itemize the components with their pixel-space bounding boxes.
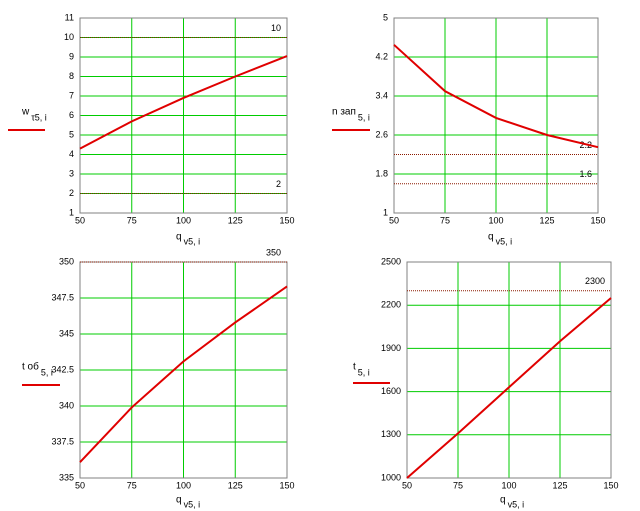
x-tick-label: 75 <box>453 480 463 490</box>
x-tick-label: 50 <box>389 215 399 225</box>
y-tick-label: 1000 <box>381 472 401 482</box>
plot-frame <box>406 261 612 479</box>
plot-frame <box>79 17 288 214</box>
y-tick-label: 5 <box>69 129 74 139</box>
data-line <box>406 297 612 479</box>
y-tick-label: 9 <box>69 51 74 61</box>
x-tick-label: 125 <box>228 215 243 225</box>
x-axis-label-sub: v5, i <box>184 236 201 246</box>
x-tick-label: 125 <box>539 215 554 225</box>
y-axis-label-sub: 5, i <box>358 112 370 122</box>
reference-label: 1.6 <box>579 169 592 179</box>
x-tick-label: 50 <box>75 480 85 490</box>
y-tick-label: 4.2 <box>375 51 388 61</box>
x-axis-label: q <box>176 495 182 506</box>
y-axis-label: t <box>353 362 356 373</box>
y-tick-label: 342.5 <box>51 364 74 374</box>
x-tick-label: 125 <box>552 480 567 490</box>
y-tick-label: 1.8 <box>375 168 388 178</box>
y-tick-label: 2200 <box>381 300 401 310</box>
plot-frame <box>79 261 288 479</box>
reference-label: 2300 <box>585 276 605 286</box>
x-tick-label: 150 <box>279 480 294 490</box>
y-tick-label: 3.4 <box>375 90 388 100</box>
plot-frame <box>393 17 599 214</box>
data-line <box>79 55 288 150</box>
x-axis-label: q <box>488 232 494 243</box>
data-line <box>393 44 599 149</box>
x-tick-label: 125 <box>228 480 243 490</box>
y-tick-label: 5 <box>383 12 388 22</box>
y-axis-label-sub: 5, i <box>358 367 370 377</box>
x-tick-label: 75 <box>127 480 137 490</box>
y-tick-label: 340 <box>59 400 74 410</box>
data-line <box>79 285 288 463</box>
x-tick-label: 75 <box>127 215 137 225</box>
x-axis-label-sub: v5, i <box>184 499 201 509</box>
x-tick-label: 100 <box>176 215 191 225</box>
reference-label: 2 <box>276 179 281 189</box>
y-tick-label: 1 <box>69 207 74 217</box>
y-tick-label: 3 <box>69 168 74 178</box>
x-tick-label: 150 <box>590 215 605 225</box>
y-tick-label: 350 <box>59 256 74 266</box>
x-tick-label: 50 <box>402 480 412 490</box>
x-axis-label: q <box>500 495 506 506</box>
y-tick-label: 7 <box>69 90 74 100</box>
y-tick-label: 10 <box>64 32 74 42</box>
reference-label: 10 <box>271 23 281 33</box>
x-axis-label: q <box>176 232 182 243</box>
x-axis-label-sub: v5, i <box>508 499 525 509</box>
y-tick-label: 1300 <box>381 429 401 439</box>
y-tick-label: 1900 <box>381 343 401 353</box>
y-tick-label: 335 <box>59 472 74 482</box>
y-tick-label: 337.5 <box>51 436 74 446</box>
y-axis-label-sub: τ5, i <box>31 112 47 122</box>
y-tick-label: 347.5 <box>51 292 74 302</box>
x-tick-label: 100 <box>501 480 516 490</box>
y-tick-label: 4 <box>69 149 74 159</box>
x-tick-label: 100 <box>176 480 191 490</box>
y-axis-label: w <box>21 107 30 118</box>
x-axis-label-sub: v5, i <box>496 236 513 246</box>
x-tick-label: 50 <box>75 215 85 225</box>
y-tick-label: 2500 <box>381 256 401 266</box>
x-tick-label: 100 <box>488 215 503 225</box>
y-tick-label: 1 <box>383 207 388 217</box>
y-axis-label-sub: 5, i <box>41 367 53 377</box>
x-tick-label: 150 <box>279 215 294 225</box>
y-tick-label: 8 <box>69 71 74 81</box>
y-tick-label: 6 <box>69 110 74 120</box>
y-tick-label: 1600 <box>381 386 401 396</box>
x-tick-label: 150 <box>603 480 618 490</box>
y-axis-label: n зап <box>332 107 356 118</box>
y-tick-label: 345 <box>59 328 74 338</box>
reference-label: 350 <box>266 247 281 257</box>
y-tick-label: 2.6 <box>375 129 388 139</box>
y-tick-label: 2 <box>69 188 74 198</box>
y-axis-label: t об <box>22 361 39 373</box>
x-tick-label: 75 <box>440 215 450 225</box>
y-tick-label: 11 <box>65 12 74 22</box>
